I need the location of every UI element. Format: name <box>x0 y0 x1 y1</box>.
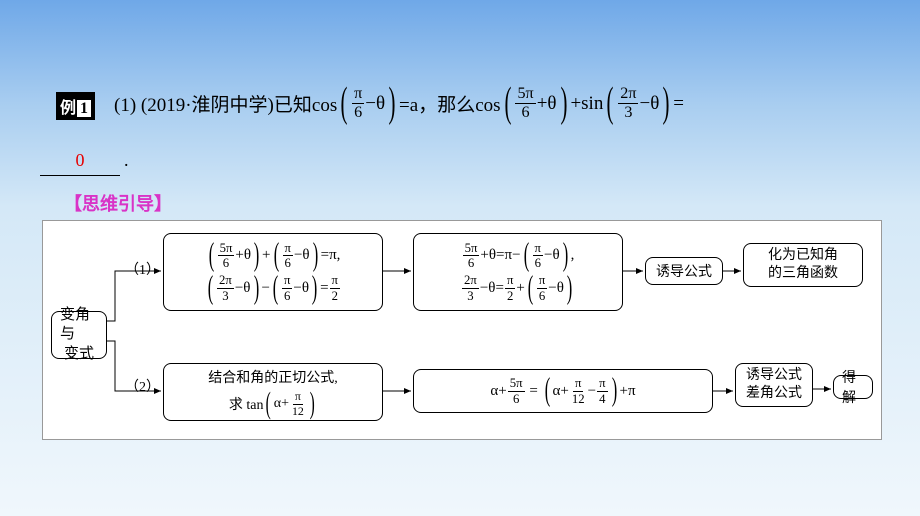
node-equations-2: 5π6+θ=π−(π6−θ), 2π3−θ=π2+(π6−θ) <box>413 233 623 311</box>
node-tan: 结合和角的正切公式, 求 tan(α+π12) <box>163 363 383 421</box>
badge-number: 1 <box>77 100 91 117</box>
badge-prefix: 例 <box>60 100 76 117</box>
problem-statement: (1) (2019·淮阴中学)已知cos (π6−θ) =a，那么cos (5π… <box>114 86 684 121</box>
example-badge: 例1 <box>56 92 95 120</box>
period: . <box>124 150 129 171</box>
node-induction-formula: 诱导公式 <box>645 257 723 285</box>
branch-label-2: （2） <box>125 376 160 396</box>
node-equations-1: (5π6+θ)+(π6−θ)=π, (2π3−θ)−(π6−θ)=π2 <box>163 233 383 311</box>
node-alpha-equation: α+5π6 = (α+π12−π4)+π <box>413 369 713 413</box>
answer-blank: 0 <box>40 150 120 176</box>
node-difference-formula: 诱导公式 差角公式 <box>735 363 813 407</box>
answer-value: 0 <box>76 150 85 170</box>
guide-label: 【思维引导】 <box>64 190 172 216</box>
node-solve: 得解 <box>833 375 873 399</box>
node-start: 变角与 变式 <box>51 311 107 359</box>
node-result-1: 化为已知角 的三角函数 <box>743 243 863 287</box>
branch-label-1: （1） <box>125 259 160 279</box>
flowchart-diagram: 变角与 变式 （1） （2） (5π6+θ)+(π6−θ)=π, (2π3−θ)… <box>42 220 882 440</box>
